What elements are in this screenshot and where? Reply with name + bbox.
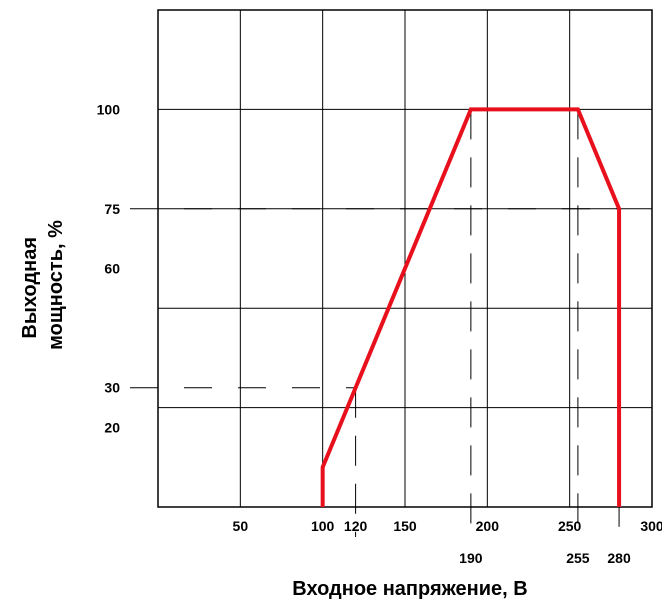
y-axis-label: Выходная мощность, % xyxy=(19,220,67,350)
x-tick-label-secondary: 190 xyxy=(459,550,483,566)
y-tick-labels: 20 30 60 75 100 xyxy=(97,101,121,435)
y-tick-label: 30 xyxy=(104,380,120,396)
x-tick-label: 200 xyxy=(476,518,500,534)
x-tick-label: 300 xyxy=(640,518,662,534)
x-tick-label-secondary: 280 xyxy=(607,550,631,566)
grid xyxy=(158,10,652,507)
y-tick-label: 60 xyxy=(104,260,120,276)
plot-frame xyxy=(157,9,653,508)
series-line-0 xyxy=(320,107,622,507)
y-tick-label: 20 xyxy=(104,419,120,435)
x-axis-label: Входное напряжение, В xyxy=(292,578,527,600)
y-tick-label: 100 xyxy=(97,101,121,117)
guide-lines xyxy=(130,109,620,537)
y-axis-label-line-1: Выходная xyxy=(19,237,41,339)
x-tick-label: 150 xyxy=(393,518,417,534)
x-tick-label: 250 xyxy=(558,518,582,534)
x-tick-label: 120 xyxy=(344,518,368,534)
x-tick-label: 100 xyxy=(311,518,335,534)
x-tick-label-secondary: 255 xyxy=(566,550,590,566)
x-tick-labels: 50 100 120 150 200 250 300 190 255 280 xyxy=(233,518,662,566)
y-tick-label: 75 xyxy=(104,201,120,217)
x-tick-label: 50 xyxy=(233,518,249,534)
y-axis-label-line-2: мощность, % xyxy=(45,220,67,350)
series xyxy=(320,107,622,507)
